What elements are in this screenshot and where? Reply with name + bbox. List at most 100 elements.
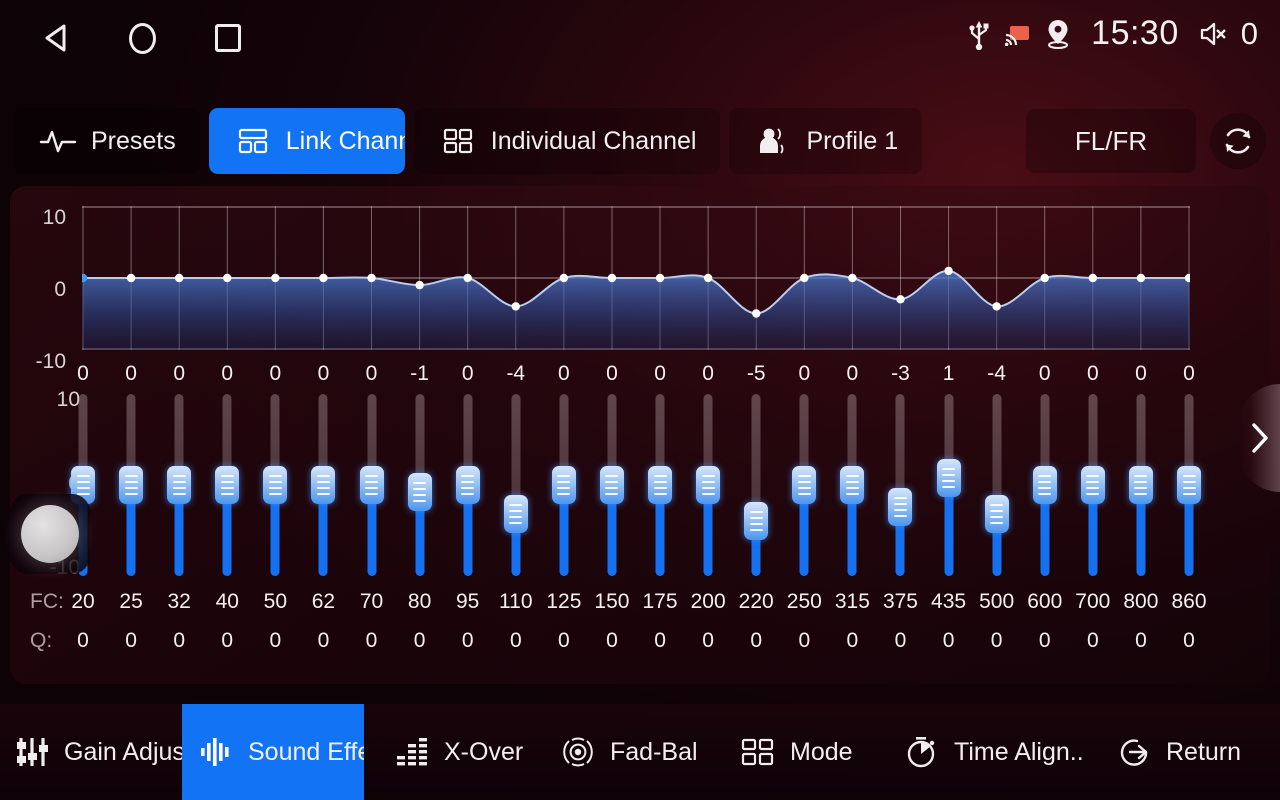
eq-slider[interactable]	[599, 394, 625, 576]
reset-button[interactable]	[1210, 113, 1266, 169]
q-value[interactable]: 0	[990, 629, 1003, 652]
back-button[interactable]	[34, 16, 78, 60]
eq-slider-thumb[interactable]	[984, 494, 1009, 533]
bottom-nav-gain-adjust[interactable]: Gain Adjus..	[0, 704, 182, 800]
eq-slider-thumb[interactable]	[744, 502, 769, 540]
eq-slider[interactable]	[1128, 394, 1154, 576]
frequency-value[interactable]: 200	[690, 590, 726, 613]
bottom-nav-fad-bal[interactable]: Fad-Bal	[536, 704, 722, 800]
eq-slider[interactable]	[1176, 394, 1202, 576]
channel-select-button[interactable]: FL/FR	[1026, 109, 1196, 173]
frequency-value[interactable]: 250	[786, 590, 822, 613]
frequency-value[interactable]: 110	[499, 590, 533, 613]
frequency-value[interactable]: 125	[546, 590, 582, 613]
eq-slider[interactable]	[936, 394, 962, 576]
q-value[interactable]: 0	[461, 629, 474, 652]
q-value[interactable]: 0	[269, 629, 282, 652]
eq-slider[interactable]	[887, 394, 913, 576]
eq-slider-thumb[interactable]	[1177, 466, 1201, 504]
rotary-knob[interactable]	[10, 494, 90, 574]
eq-sliders[interactable]	[71, 394, 1201, 576]
frequency-value[interactable]: 315	[834, 590, 870, 613]
frequency-value[interactable]: 32	[167, 590, 191, 613]
eq-slider[interactable]	[166, 394, 192, 576]
home-button[interactable]	[120, 16, 164, 60]
eq-slider-track[interactable]	[751, 394, 761, 576]
eq-slider-thumb[interactable]	[455, 466, 480, 504]
q-value[interactable]: 0	[798, 629, 811, 652]
q-value[interactable]: 0	[317, 629, 330, 652]
eq-slider-thumb[interactable]	[215, 466, 240, 504]
eq-slider-thumb[interactable]	[119, 466, 144, 504]
q-value[interactable]: 0	[558, 629, 570, 652]
next-page-button[interactable]	[1238, 384, 1280, 492]
frequency-value[interactable]: 700	[1075, 590, 1111, 613]
eq-slider[interactable]	[118, 394, 144, 576]
tab-presets[interactable]: Presets	[14, 108, 200, 174]
eq-slider[interactable]	[791, 394, 817, 576]
eq-slider[interactable]	[503, 394, 529, 576]
eq-slider-thumb[interactable]	[648, 466, 673, 504]
eq-slider-track[interactable]	[511, 394, 521, 576]
frequency-value[interactable]: 860	[1171, 590, 1207, 613]
q-value[interactable]: 0	[413, 629, 426, 652]
frequency-value[interactable]: 500	[979, 590, 1015, 613]
eq-slider[interactable]	[839, 394, 865, 576]
eq-slider-thumb[interactable]	[599, 466, 624, 504]
q-value[interactable]: 0	[702, 629, 714, 652]
frequency-value[interactable]: 800	[1123, 590, 1159, 613]
eq-slider[interactable]	[359, 394, 385, 576]
recents-button[interactable]	[206, 16, 250, 60]
eq-slider[interactable]	[551, 394, 577, 576]
frequency-value[interactable]: 70	[359, 590, 384, 613]
frequency-value[interactable]: 25	[119, 590, 143, 613]
eq-slider-track[interactable]	[895, 394, 905, 576]
eq-slider[interactable]	[984, 394, 1010, 576]
q-value[interactable]: 0	[1086, 629, 1099, 652]
tab-link-channel[interactable]: Link Channel	[208, 108, 405, 174]
bottom-nav-mode[interactable]: Mode	[722, 704, 882, 800]
eq-slider[interactable]	[262, 394, 288, 576]
frequency-value[interactable]: 40	[215, 590, 239, 613]
eq-slider[interactable]	[743, 394, 769, 576]
q-value[interactable]: 0	[125, 629, 137, 652]
q-value[interactable]: 0	[942, 629, 955, 652]
eq-slider-track[interactable]	[992, 394, 1002, 576]
q-value[interactable]: 0	[750, 629, 763, 652]
q-value[interactable]: 0	[654, 629, 666, 652]
eq-slider-thumb[interactable]	[503, 494, 528, 533]
eq-slider-thumb[interactable]	[936, 458, 961, 497]
eq-slider-thumb[interactable]	[888, 487, 913, 526]
q-value[interactable]: 0	[509, 629, 522, 652]
tab-profile[interactable]: Profile 1	[729, 108, 923, 174]
eq-slider-thumb[interactable]	[1032, 466, 1057, 504]
eq-slider[interactable]	[310, 394, 336, 576]
frequency-value[interactable]: 20	[71, 590, 95, 613]
eq-slider[interactable]	[1080, 394, 1106, 576]
frequency-value[interactable]: 62	[311, 590, 336, 613]
eq-slider-thumb[interactable]	[792, 466, 817, 504]
frequency-value[interactable]: 150	[594, 590, 630, 613]
frequency-value[interactable]: 375	[882, 590, 918, 613]
eq-slider[interactable]	[647, 394, 673, 576]
eq-slider[interactable]	[214, 394, 240, 576]
q-value[interactable]: 0	[894, 629, 907, 652]
eq-slider[interactable]	[695, 394, 721, 576]
eq-response-graph[interactable]	[82, 206, 1190, 350]
eq-slider-thumb[interactable]	[840, 466, 865, 504]
q-value[interactable]: 0	[606, 629, 618, 652]
eq-slider[interactable]	[1032, 394, 1058, 576]
eq-slider-thumb[interactable]	[1080, 466, 1105, 504]
q-value[interactable]: 0	[365, 629, 378, 652]
tab-individual-channel[interactable]: Individual Channel	[413, 108, 721, 174]
eq-slider[interactable]	[455, 394, 481, 576]
q-value[interactable]: 0	[1038, 629, 1051, 652]
eq-slider-thumb[interactable]	[311, 466, 336, 504]
frequency-value[interactable]: 220	[738, 590, 774, 613]
frequency-value[interactable]: 80	[407, 590, 432, 613]
eq-slider-thumb[interactable]	[696, 466, 721, 504]
q-value[interactable]: 0	[173, 629, 186, 652]
frequency-value[interactable]: 95	[456, 590, 480, 613]
frequency-value[interactable]: 50	[263, 590, 288, 613]
eq-slider-thumb[interactable]	[1128, 466, 1153, 504]
